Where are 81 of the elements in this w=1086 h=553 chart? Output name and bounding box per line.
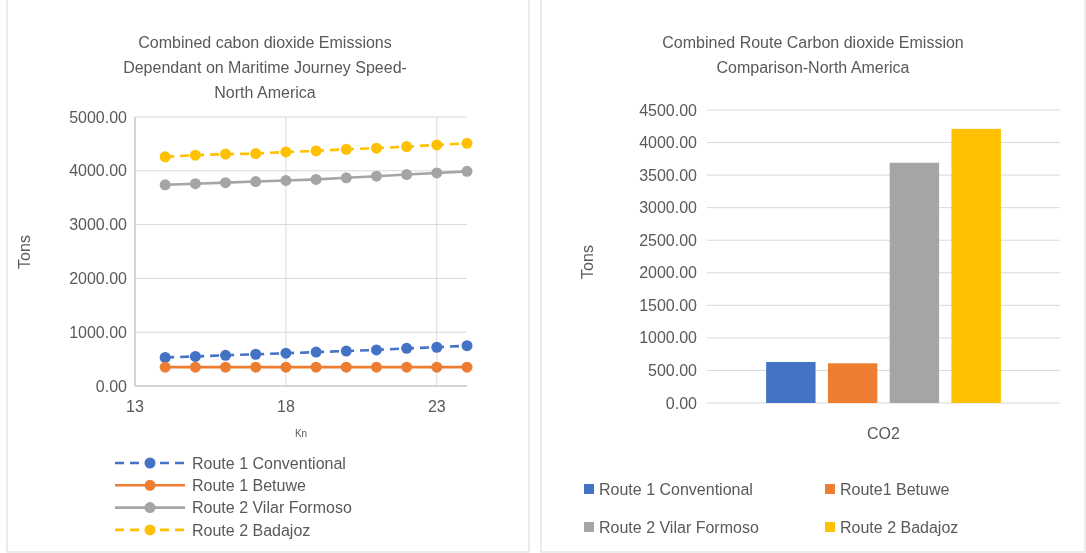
- point: [340, 345, 352, 357]
- bar: [889, 162, 940, 403]
- point: [220, 177, 232, 189]
- point: [250, 176, 262, 188]
- y-tick-label: 3500.00: [639, 166, 698, 184]
- y-tick-label: 4000.00: [639, 134, 698, 152]
- point: [159, 361, 171, 373]
- point: [401, 169, 413, 181]
- legend-label: Route 2 Badajoz: [840, 518, 959, 536]
- bar: [827, 363, 878, 403]
- y-tick-label: 1000.00: [639, 329, 698, 347]
- point: [461, 340, 473, 352]
- chart-title: Combined Route Carbon dioxide Emission Comparison-North America: [662, 34, 964, 76]
- y-tick-label: 2000.00: [639, 264, 698, 282]
- legend-label: Route 1 Betuwe: [192, 476, 306, 494]
- y-tick-label: 5000.00: [69, 108, 128, 126]
- legend-label: Route 1 Conventional: [599, 480, 753, 498]
- legend-label: Route 2 Vilar Formoso: [599, 518, 759, 536]
- point: [220, 361, 232, 373]
- point: [280, 174, 292, 186]
- point: [280, 347, 292, 359]
- point: [310, 145, 322, 157]
- legend-label: Route 2 Vilar Formoso: [192, 499, 352, 517]
- x-tick-label: 23: [427, 398, 446, 415]
- point: [280, 146, 292, 158]
- point: [431, 167, 443, 179]
- point: [461, 361, 473, 373]
- y-tick-label: 500.00: [648, 362, 698, 380]
- y-axis-title: Tons: [579, 245, 596, 279]
- point: [280, 361, 292, 373]
- point: [401, 141, 413, 153]
- point: [310, 346, 322, 358]
- point: [401, 361, 413, 373]
- point: [220, 349, 232, 361]
- point: [189, 361, 201, 373]
- y-tick-label: 0.00: [95, 377, 128, 395]
- point: [370, 344, 382, 356]
- point: [461, 165, 473, 177]
- y-tick-label: 4000.00: [69, 162, 128, 180]
- point: [431, 361, 443, 373]
- point: [401, 342, 413, 354]
- point: [310, 361, 322, 373]
- point: [220, 148, 232, 160]
- x-tick-label: 13: [126, 398, 144, 415]
- legend-label: Route 2 Badajoz: [192, 521, 311, 539]
- point: [189, 178, 201, 190]
- point: [340, 361, 352, 373]
- y-tick-label: 2500.00: [639, 231, 698, 249]
- x-axis-title: Kn: [294, 428, 308, 439]
- point: [340, 143, 352, 155]
- y-tick-label: 1000.00: [69, 323, 128, 341]
- y-tick-label: 4500.00: [639, 101, 698, 119]
- point: [461, 137, 473, 149]
- bar: [951, 128, 1001, 403]
- point: [310, 173, 322, 185]
- point: [370, 142, 382, 154]
- point: [340, 172, 352, 184]
- bar: [766, 361, 816, 403]
- point: [370, 170, 382, 182]
- point: [250, 148, 262, 160]
- point: [431, 139, 443, 151]
- y-tick-label: 1500.00: [639, 296, 698, 314]
- y-tick-label: 0.00: [665, 394, 698, 412]
- point: [189, 149, 201, 161]
- legend-label: Route1 Betuwe: [840, 480, 950, 498]
- y-tick-label: 3000.00: [639, 199, 698, 217]
- point: [159, 179, 171, 191]
- x-tick-label: CO2: [867, 425, 901, 442]
- point: [250, 348, 262, 360]
- point: [189, 350, 201, 362]
- point: [431, 341, 443, 353]
- point: [159, 151, 171, 163]
- y-axis-title: Tons: [16, 235, 33, 269]
- point: [250, 361, 262, 373]
- point: [159, 351, 171, 363]
- chart-title: Combined cabon dioxide Emissions Dependant on Maritime Journey Speed-North America: [123, 34, 407, 101]
- y-tick-label: 2000.00: [69, 270, 128, 287]
- legend-label: Route 1 Conventional: [192, 454, 346, 472]
- point: [370, 361, 382, 373]
- y-tick-label: 3000.00: [69, 216, 128, 234]
- x-tick-label: 18: [277, 398, 295, 415]
